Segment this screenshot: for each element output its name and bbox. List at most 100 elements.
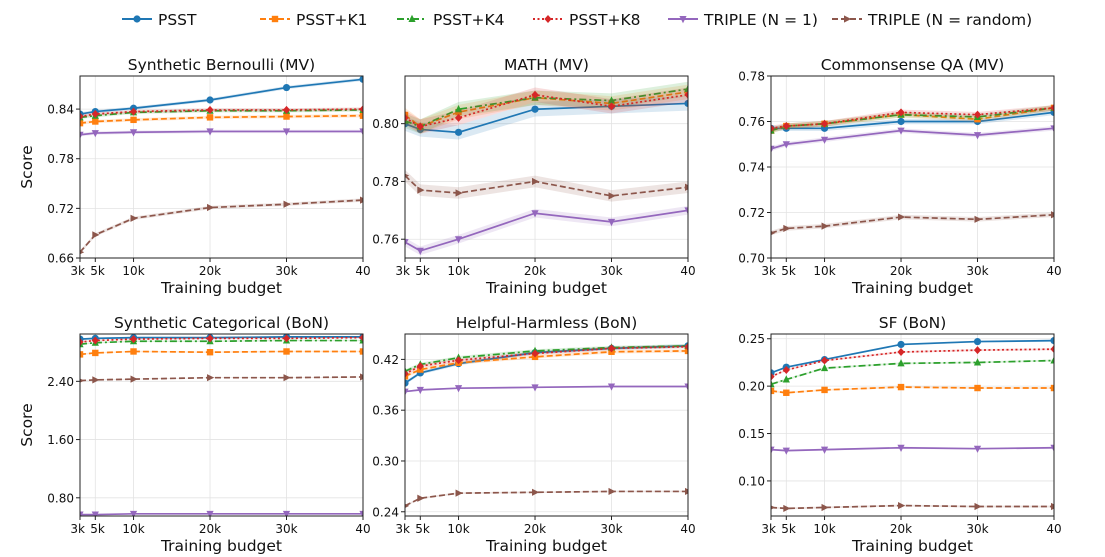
- series-triple-n-random: [80, 373, 363, 384]
- data-point: [417, 494, 425, 502]
- data-point: [80, 250, 85, 255]
- data-point: [206, 510, 214, 516]
- series-psst-k1: [80, 348, 363, 358]
- data-point: [416, 247, 424, 255]
- data-point: [783, 389, 790, 396]
- panel-commonsense-qa-mv: 3k 5k 10k 20k 30k 40 0.70 0.72 0.74 0.76 0.78 Commo…: [738, 56, 1061, 297]
- series-triple-n-random: [771, 501, 1054, 513]
- x-axis-label: Training budget: [160, 537, 282, 555]
- series-triple-n-1: [80, 128, 363, 139]
- data-point: [531, 210, 539, 218]
- data-point: [973, 346, 982, 355]
- data-point: [1050, 356, 1054, 364]
- data-point: [771, 372, 775, 381]
- data-point: [130, 214, 138, 222]
- x-tick-label: 30k: [275, 264, 297, 278]
- panel-synthetic-bernoulli-mv: 3k 5k 10k 20k 30k 40 0.66 0.72 0.78 0.84 Synthetic…: [18, 56, 371, 297]
- data-point: [80, 339, 84, 348]
- x-tick-label: 30k: [600, 264, 622, 278]
- series-psst-k8: [80, 334, 363, 347]
- legend-marker: [133, 15, 141, 23]
- data-point: [80, 112, 84, 121]
- y-tick-label: 0.80: [372, 117, 399, 131]
- y-axis-label: Score: [18, 145, 36, 188]
- data-point: [92, 231, 100, 239]
- data-point: [359, 334, 363, 342]
- data-point: [129, 129, 138, 137]
- x-tick-label: 20k: [524, 522, 546, 536]
- panel-title: Synthetic Bernoulli (MV): [128, 56, 315, 74]
- data-point: [607, 344, 616, 353]
- data-point: [771, 126, 775, 134]
- x-tick-label: 3k: [395, 522, 410, 536]
- series-triple-n-1: [771, 444, 1054, 455]
- data-point: [206, 105, 214, 114]
- confidence-band: [80, 114, 363, 125]
- data-point: [685, 487, 688, 496]
- confidence-band: [405, 169, 688, 202]
- data-point: [820, 119, 829, 128]
- data-point: [783, 504, 791, 513]
- data-point: [454, 236, 463, 244]
- data-point: [92, 118, 99, 125]
- data-point: [771, 124, 775, 133]
- x-tick-label: 3k: [761, 264, 776, 278]
- data-point: [974, 502, 982, 511]
- y-tick-label: 0.76: [372, 233, 399, 247]
- x-tick-label: 10k: [122, 264, 144, 278]
- data-point: [360, 196, 363, 204]
- y-tick-label: 0.80: [47, 491, 74, 505]
- data-point: [532, 488, 540, 496]
- data-point: [771, 387, 775, 395]
- y-tick-label: 0.72: [47, 202, 74, 216]
- data-point: [1050, 125, 1054, 133]
- data-point: [897, 117, 905, 126]
- legend-item-psst-k1: PSST+K1: [260, 11, 368, 29]
- data-point: [531, 349, 539, 358]
- panel-title: Commonsense QA (MV): [821, 56, 1005, 74]
- data-point: [91, 336, 99, 345]
- data-point: [898, 501, 906, 510]
- series-triple-n-1: [80, 510, 363, 516]
- series-line: [80, 339, 363, 346]
- data-point: [821, 222, 829, 230]
- data-point: [607, 383, 616, 391]
- data-point: [405, 173, 410, 178]
- data-point: [685, 183, 688, 191]
- series-line: [405, 91, 688, 128]
- data-point: [684, 99, 688, 108]
- data-point: [783, 224, 791, 233]
- series-line: [405, 345, 688, 375]
- data-point: [206, 334, 214, 343]
- data-point: [282, 83, 291, 92]
- x-tick-label: 20k: [524, 264, 546, 278]
- x-axis-label: Training budget: [485, 279, 607, 297]
- series-line: [405, 93, 688, 128]
- series-line: [771, 339, 1054, 374]
- data-point: [608, 192, 616, 200]
- axes-frame: [770, 333, 1055, 517]
- x-tick-label: 10k: [813, 522, 835, 536]
- panel-title: Synthetic Categorical (BoN): [114, 314, 329, 332]
- y-tick-label: 0.42: [372, 353, 399, 367]
- y-tick-label: 1.60: [47, 433, 74, 447]
- data-point: [417, 186, 425, 194]
- data-point: [684, 207, 688, 215]
- x-tick-label: 3k: [70, 264, 85, 278]
- series-triple-n-random: [405, 169, 688, 202]
- legend-marker: [544, 15, 552, 23]
- plot-area: [80, 334, 363, 516]
- data-point: [282, 334, 291, 343]
- data-point: [974, 384, 981, 392]
- data-point: [359, 510, 363, 516]
- legend-label: PSST+K4: [433, 11, 505, 29]
- data-point: [782, 375, 790, 383]
- confidence-band: [771, 109, 1054, 132]
- data-point: [897, 444, 905, 452]
- x-tick-label: 20k: [199, 522, 221, 536]
- y-tick-label: 0.70: [738, 252, 765, 266]
- series-line: [80, 109, 363, 119]
- data-point: [206, 128, 214, 136]
- series-psst-k8: [80, 105, 363, 121]
- data-point: [897, 359, 905, 367]
